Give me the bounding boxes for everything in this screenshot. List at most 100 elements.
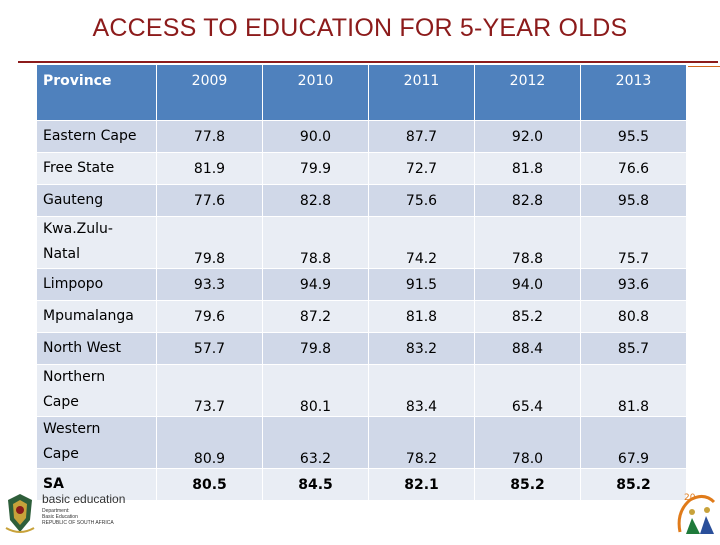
table-cell: 75.6 (368, 184, 475, 217)
table-cell: 73.7 (156, 364, 263, 417)
province-cell: Mpumalanga (36, 300, 157, 333)
province-label: Cape (43, 446, 79, 462)
province-cell: Limpopo (36, 268, 157, 301)
province-label: Limpopo (43, 276, 104, 292)
column-header: 2012 (474, 64, 581, 121)
table-cell: 85.2 (580, 468, 687, 501)
province-cell: Kwa.Zulu- Natal (36, 216, 157, 269)
table-cell: 90.0 (262, 120, 369, 153)
table-cell: 65.4 (474, 364, 581, 417)
anniversary-logo-icon: 20 (677, 493, 716, 534)
table-cell: 57.7 (156, 332, 263, 365)
province-label: Free State (43, 160, 115, 176)
table-cell: 91.5 (368, 268, 475, 301)
table-cell: 72.7 (368, 152, 475, 185)
column-header: 2013 (580, 64, 687, 121)
table-cell: 83.2 (368, 332, 475, 365)
logo-line: Department: (42, 508, 70, 514)
province-cell: SA (36, 468, 157, 501)
province-cell: Gauteng (36, 184, 157, 217)
province-cell: Eastern Cape (36, 120, 157, 153)
column-header: 2009 (156, 64, 263, 121)
table-cell: 85.7 (580, 332, 687, 365)
table-cell: 82.1 (368, 468, 475, 501)
table-cell: 67.9 (580, 416, 687, 469)
province-label: SA (43, 476, 64, 492)
table-cell: 82.8 (474, 184, 581, 217)
province-label: Kwa.Zulu- (43, 221, 113, 237)
table-cell: 85.2 (474, 300, 581, 333)
column-header: Province (36, 64, 157, 121)
table-cell: 78.2 (368, 416, 475, 469)
table-cell: 81.8 (368, 300, 475, 333)
province-label: Gauteng (43, 192, 104, 208)
table-row: Western Cape 80.9 63.2 78.2 78.0 67.9 (36, 416, 687, 469)
province-cell: Western Cape (36, 416, 157, 469)
table-cell: 80.1 (262, 364, 369, 417)
table-cell: 92.0 (474, 120, 581, 153)
department-logo-text: basic education Department: Basic Educat… (42, 490, 125, 526)
access-table: Province 2009 2010 2011 2012 2013 Easter… (36, 64, 687, 501)
logo-line: REPUBLIC OF SOUTH AFRICA (42, 520, 114, 526)
province-cell: Free State (36, 152, 157, 185)
table-cell: 80.9 (156, 416, 263, 469)
table-cell: 82.8 (262, 184, 369, 217)
province-label: Natal (43, 246, 81, 262)
coat-of-arms-icon (5, 494, 35, 533)
table-row: Free State 81.9 79.9 72.7 81.8 76.6 (36, 152, 687, 185)
table-cell: 75.7 (580, 216, 687, 269)
table-cell: 83.4 (368, 364, 475, 417)
table-cell: 80.8 (580, 300, 687, 333)
province-label: Northern (43, 369, 106, 385)
province-cell: Northern Cape (36, 364, 157, 417)
table-header-row: Province 2009 2010 2011 2012 2013 (36, 64, 687, 121)
page-title: ACCESS TO EDUCATION FOR 5-YEAR OLDS (92, 14, 628, 42)
column-header: 2010 (262, 64, 369, 121)
anniversary-number: 20 (684, 493, 696, 503)
table-cell: 79.6 (156, 300, 263, 333)
table-cell: 87.7 (368, 120, 475, 153)
column-header: 2011 (368, 64, 475, 121)
table-cell: 95.8 (580, 184, 687, 217)
accent-divider (688, 66, 720, 67)
logo-line: Basic Education (42, 514, 78, 520)
table-cell: 76.6 (580, 152, 687, 185)
table-cell: 78.8 (474, 216, 581, 269)
department-logo: basic education Department: Basic Educat… (2, 490, 132, 538)
table-cell: 81.9 (156, 152, 263, 185)
table-cell: 78.8 (262, 216, 369, 269)
table-cell: 93.3 (156, 268, 263, 301)
province-label: Cape (43, 394, 79, 410)
table-cell: 79.9 (262, 152, 369, 185)
table-cell: 94.9 (262, 268, 369, 301)
title-divider (18, 61, 718, 63)
table-cell: 93.6 (580, 268, 687, 301)
province-cell: North West (36, 332, 157, 365)
table-cell: 88.4 (474, 332, 581, 365)
province-label: Mpumalanga (43, 308, 134, 324)
table-cell: 81.8 (580, 364, 687, 417)
table-row: Kwa.Zulu- Natal 79.8 78.8 74.2 78.8 75.7 (36, 216, 687, 269)
anniversary-logo: 20 (670, 488, 720, 540)
table-cell: 77.6 (156, 184, 263, 217)
province-label: North West (43, 340, 122, 356)
table-row: Limpopo 93.3 94.9 91.5 94.0 93.6 (36, 268, 687, 301)
table-cell: 95.5 (580, 120, 687, 153)
province-label: Eastern Cape (43, 128, 137, 144)
table-cell: 94.0 (474, 268, 581, 301)
table-row: Mpumalanga 79.6 87.2 81.8 85.2 80.8 (36, 300, 687, 333)
table-cell: 79.8 (156, 216, 263, 269)
table-cell: 79.8 (262, 332, 369, 365)
table-row: Eastern Cape 77.8 90.0 87.7 92.0 95.5 (36, 120, 687, 153)
table-cell: 77.8 (156, 120, 263, 153)
logo-brand: basic education (42, 492, 126, 506)
table-row-total: SA 80.5 84.5 82.1 85.2 85.2 (36, 468, 687, 501)
table-cell: 63.2 (262, 416, 369, 469)
table-cell: 81.8 (474, 152, 581, 185)
table-row: Gauteng 77.6 82.8 75.6 82.8 95.8 (36, 184, 687, 217)
table-cell: 84.5 (262, 468, 369, 501)
table-cell: 85.2 (474, 468, 581, 501)
table-cell: 78.0 (474, 416, 581, 469)
table-cell: 80.5 (156, 468, 263, 501)
table-row: North West 57.7 79.8 83.2 88.4 85.7 (36, 332, 687, 365)
